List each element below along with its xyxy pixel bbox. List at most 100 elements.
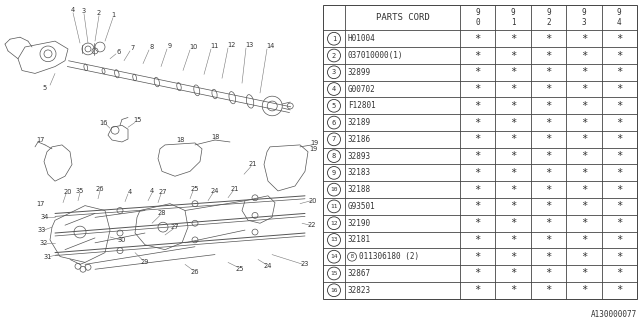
- Text: 16: 16: [99, 120, 107, 126]
- Text: 23: 23: [301, 261, 309, 267]
- Text: *: *: [616, 218, 623, 228]
- Text: 32188: 32188: [348, 185, 371, 194]
- Text: *: *: [580, 67, 587, 77]
- Text: *: *: [580, 185, 587, 195]
- Text: *: *: [616, 117, 623, 128]
- Text: *: *: [475, 117, 481, 128]
- Text: *: *: [510, 34, 516, 44]
- Text: 28: 28: [157, 211, 166, 216]
- Text: 1: 1: [332, 36, 336, 42]
- Text: 4: 4: [332, 86, 336, 92]
- Text: *: *: [475, 134, 481, 144]
- Text: *: *: [545, 185, 552, 195]
- Text: *: *: [510, 285, 516, 295]
- Text: *: *: [580, 134, 587, 144]
- Text: *: *: [510, 185, 516, 195]
- Text: 17: 17: [36, 201, 44, 207]
- Text: 6: 6: [332, 120, 336, 125]
- Text: *: *: [616, 185, 623, 195]
- Text: *: *: [475, 34, 481, 44]
- Text: *: *: [545, 168, 552, 178]
- Text: *: *: [510, 134, 516, 144]
- Text: 11: 11: [330, 204, 338, 209]
- Text: *: *: [616, 235, 623, 245]
- Text: PARTS CORD: PARTS CORD: [376, 13, 429, 22]
- Text: 32189: 32189: [348, 118, 371, 127]
- Text: 21: 21: [231, 186, 239, 192]
- Text: 2: 2: [97, 10, 101, 16]
- Text: *: *: [545, 235, 552, 245]
- Text: *: *: [580, 117, 587, 128]
- Text: *: *: [475, 67, 481, 77]
- Text: 34: 34: [41, 214, 49, 220]
- Text: 9
3: 9 3: [582, 8, 586, 27]
- Text: 20: 20: [308, 198, 317, 204]
- Text: 21: 21: [249, 162, 257, 167]
- Text: 11: 11: [210, 43, 218, 49]
- Text: 32183: 32183: [348, 168, 371, 177]
- Text: 2: 2: [332, 52, 336, 59]
- Text: F12801: F12801: [348, 101, 376, 110]
- Text: 27: 27: [171, 224, 179, 230]
- Text: *: *: [580, 201, 587, 212]
- Text: *: *: [580, 268, 587, 278]
- Text: *: *: [616, 67, 623, 77]
- Text: *: *: [545, 285, 552, 295]
- Text: 15: 15: [133, 117, 141, 124]
- Text: 33: 33: [38, 227, 46, 233]
- Text: 26: 26: [191, 269, 199, 275]
- Text: G00702: G00702: [348, 84, 376, 93]
- Text: 20: 20: [64, 189, 72, 195]
- Text: 1: 1: [111, 12, 115, 18]
- Text: *: *: [475, 235, 481, 245]
- Text: *: *: [616, 51, 623, 60]
- Text: *: *: [545, 134, 552, 144]
- Text: *: *: [616, 134, 623, 144]
- Text: 5: 5: [332, 103, 336, 109]
- Text: *: *: [510, 235, 516, 245]
- Text: *: *: [580, 285, 587, 295]
- Text: 32186: 32186: [348, 135, 371, 144]
- Text: H01004: H01004: [348, 34, 376, 43]
- Text: *: *: [510, 168, 516, 178]
- Text: 9
4: 9 4: [617, 8, 621, 27]
- Text: *: *: [475, 201, 481, 212]
- Text: *: *: [510, 268, 516, 278]
- Text: G93501: G93501: [348, 202, 376, 211]
- Text: 3: 3: [82, 8, 86, 14]
- Text: 17: 17: [36, 137, 44, 143]
- Text: *: *: [475, 51, 481, 60]
- Text: 32181: 32181: [348, 236, 371, 244]
- Text: 13: 13: [245, 42, 253, 48]
- Text: *: *: [510, 218, 516, 228]
- Text: 3: 3: [332, 69, 336, 75]
- Bar: [323, 5, 637, 299]
- Text: *: *: [616, 252, 623, 262]
- Text: *: *: [545, 84, 552, 94]
- Text: *: *: [580, 34, 587, 44]
- Text: 7: 7: [131, 45, 135, 51]
- Text: *: *: [616, 34, 623, 44]
- Text: 25: 25: [236, 266, 244, 272]
- Text: *: *: [475, 218, 481, 228]
- Text: 9
2: 9 2: [546, 8, 551, 27]
- Text: *: *: [475, 151, 481, 161]
- Text: *: *: [545, 34, 552, 44]
- Text: *: *: [545, 201, 552, 212]
- Text: 32899: 32899: [348, 68, 371, 77]
- Text: 011306180 (2): 011306180 (2): [359, 252, 419, 261]
- Text: 14: 14: [266, 43, 274, 49]
- Text: B: B: [351, 254, 353, 259]
- Text: *: *: [510, 51, 516, 60]
- Text: *: *: [545, 151, 552, 161]
- Text: 10: 10: [189, 44, 197, 50]
- Text: 22: 22: [308, 222, 316, 228]
- Text: *: *: [545, 117, 552, 128]
- Text: *: *: [475, 168, 481, 178]
- Text: 4: 4: [128, 189, 132, 195]
- Text: 31: 31: [44, 253, 52, 260]
- Text: *: *: [475, 268, 481, 278]
- Text: *: *: [616, 201, 623, 212]
- Text: 4: 4: [150, 188, 154, 194]
- Text: *: *: [545, 67, 552, 77]
